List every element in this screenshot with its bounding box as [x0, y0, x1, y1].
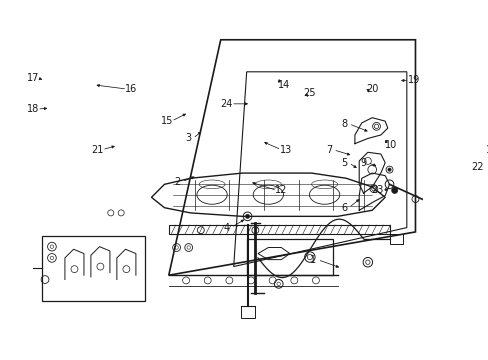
Text: 20: 20 [365, 84, 378, 94]
Text: 12: 12 [275, 185, 287, 195]
Text: 19: 19 [407, 76, 419, 85]
Text: 4: 4 [224, 222, 229, 233]
Text: 23: 23 [370, 185, 383, 195]
Text: 5: 5 [341, 158, 347, 168]
Text: 14: 14 [277, 80, 289, 90]
Text: 21: 21 [91, 145, 104, 155]
Text: 6: 6 [341, 203, 347, 213]
Text: 2: 2 [174, 177, 180, 187]
Text: 17: 17 [27, 73, 39, 83]
Text: 18: 18 [27, 104, 39, 114]
Text: 10: 10 [385, 140, 397, 150]
Bar [389, 234, 403, 244]
Bar [246, 239, 332, 275]
Bar [41, 236, 145, 301]
Text: 3: 3 [185, 134, 191, 143]
Text: 22: 22 [470, 162, 483, 172]
Circle shape [387, 168, 390, 171]
Text: 15: 15 [161, 116, 173, 126]
Text: 24: 24 [220, 99, 232, 109]
Text: 16: 16 [125, 84, 138, 94]
Circle shape [245, 214, 249, 219]
Text: 13: 13 [279, 145, 291, 155]
Text: 11: 11 [485, 145, 488, 155]
Text: 7: 7 [325, 145, 331, 155]
Circle shape [391, 187, 397, 193]
Text: 8: 8 [341, 119, 347, 129]
Bar [168, 225, 389, 234]
Text: 25: 25 [303, 89, 315, 98]
Text: 9: 9 [360, 158, 366, 168]
Text: 1: 1 [310, 255, 316, 265]
